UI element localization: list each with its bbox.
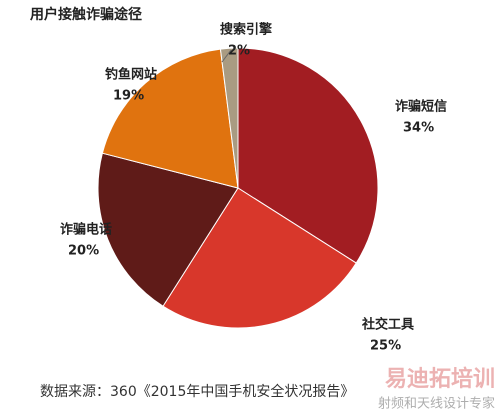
slice-label: 钓鱼网站: [105, 67, 157, 83]
slice-label: 社交工具: [361, 317, 414, 333]
slice-value-label: 2%: [228, 44, 250, 59]
pie-slice: [162, 187, 357, 329]
slice-label: 搜索引擎: [220, 22, 272, 38]
slice-value-label: 19%: [113, 89, 144, 104]
pie-slice: [237, 47, 379, 264]
leader-line: [221, 49, 232, 63]
slice-value-label: 34%: [403, 121, 434, 136]
slice-value-label: 25%: [370, 339, 401, 354]
watermark: 射频和天线设计专家: [378, 396, 495, 412]
pie-slice: [219, 47, 239, 189]
pie-slice: [97, 152, 239, 307]
slice-label: 诈骗电话: [60, 222, 112, 238]
source-note: 数据来源：360《2015年中国手机安全状况报告》: [40, 383, 354, 400]
chart-title: 用户接触诈骗途径: [30, 6, 142, 23]
pie-slice: [101, 48, 239, 189]
slice-value-label: 20%: [68, 244, 99, 259]
slice-label: 诈骗短信: [395, 99, 447, 115]
watermark: 易迪拓培训: [385, 366, 495, 392]
